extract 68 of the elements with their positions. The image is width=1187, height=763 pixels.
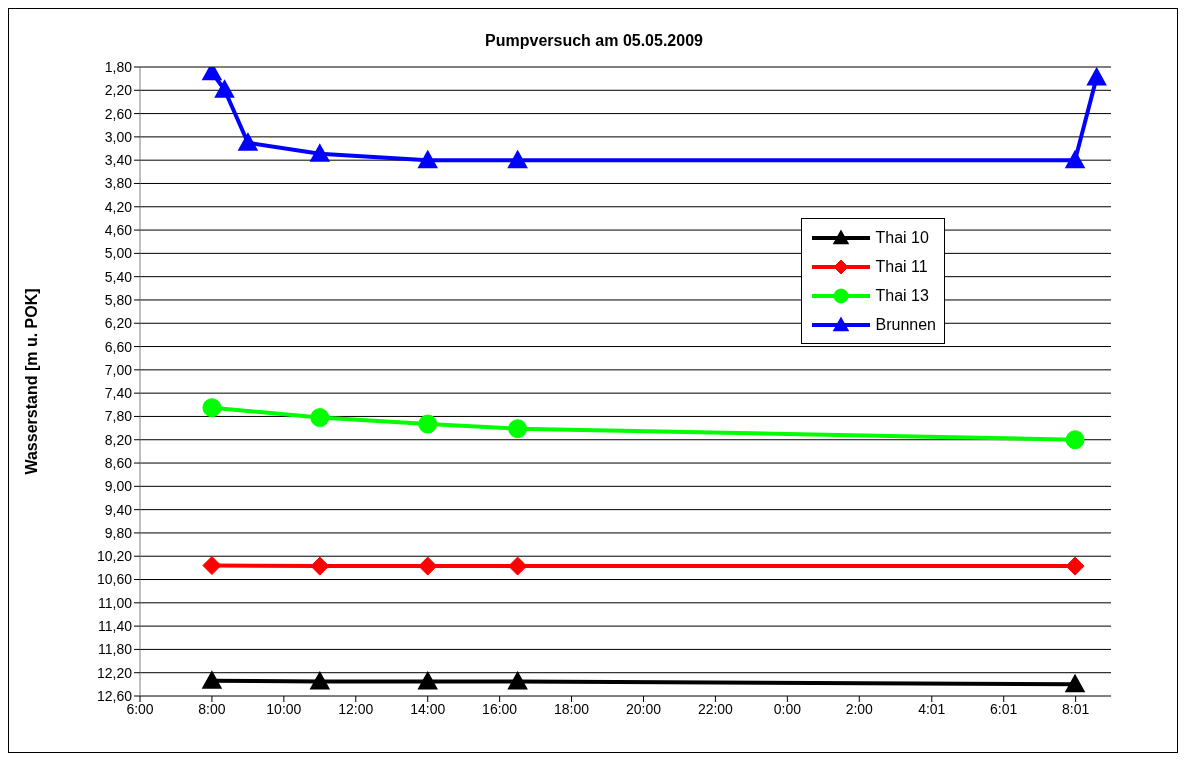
point xyxy=(1065,674,1085,693)
y-tick-label: 10,20 xyxy=(96,548,133,565)
y-tick-label: 3,40 xyxy=(104,152,133,169)
y-tick-label: 3,80 xyxy=(104,175,133,192)
y-tick-label: 11,40 xyxy=(98,618,133,635)
x-tick-label: 2:00 xyxy=(845,700,874,717)
y-tick-label: 5,80 xyxy=(104,291,133,308)
point xyxy=(508,419,528,439)
point xyxy=(1065,150,1085,169)
point xyxy=(214,79,235,98)
y-tick-label: 10,60 xyxy=(96,571,133,588)
y-tick-label: 7,80 xyxy=(104,408,133,425)
y-tick-label: 7,40 xyxy=(104,385,133,402)
point xyxy=(310,556,330,576)
y-tick-label: 12,20 xyxy=(96,664,133,681)
y-tick-label: 5,40 xyxy=(104,268,133,285)
x-tick-label: 4:01 xyxy=(918,700,946,717)
y-tick-label: 4,60 xyxy=(104,222,133,239)
point xyxy=(310,671,330,690)
x-tick-label: 8:01 xyxy=(1062,700,1090,717)
y-tick-label: 8,20 xyxy=(104,431,133,448)
point xyxy=(417,671,438,690)
x-tick-label: 12:00 xyxy=(338,700,374,717)
point xyxy=(1065,430,1085,450)
y-tick-label: 7,00 xyxy=(104,361,133,378)
point xyxy=(417,150,438,169)
point xyxy=(202,556,222,576)
x-tick-label: 0:00 xyxy=(773,700,802,717)
y-tick-label: 5,00 xyxy=(104,245,133,262)
legend-label: Thai 13 xyxy=(875,286,929,305)
y-tick-label: 9,00 xyxy=(104,478,133,495)
point xyxy=(310,144,330,162)
legend-label: Brunnen xyxy=(875,315,936,334)
x-tick-label: 18:00 xyxy=(554,700,590,717)
y-tick-label: 9,80 xyxy=(104,524,133,541)
chart-title: Pumpversuch am 05.05.2009 xyxy=(484,32,704,50)
x-tick-label: 22:00 xyxy=(697,700,734,717)
x-tick-label: 6:01 xyxy=(990,700,1018,717)
point xyxy=(310,408,330,428)
x-tick-label: 14:00 xyxy=(410,700,446,717)
y-axis-title: Wasserstand [m u. POK] xyxy=(22,288,40,475)
point xyxy=(202,398,222,418)
x-tick-label: 16:00 xyxy=(482,700,518,717)
point xyxy=(1065,556,1085,576)
y-tick-label: 11,00 xyxy=(98,594,133,611)
y-tick-label: 9,40 xyxy=(104,501,133,518)
legend-label: Thai 11 xyxy=(875,257,928,276)
y-tick-label: 6,60 xyxy=(104,338,133,355)
y-tick-label: 3,00 xyxy=(104,128,133,145)
point xyxy=(418,414,438,434)
y-tick-label: 11,80 xyxy=(98,641,133,658)
x-tick-label: 20:00 xyxy=(625,700,662,717)
y-tick-label: 6,20 xyxy=(104,315,133,332)
point xyxy=(202,671,222,689)
point xyxy=(508,556,528,576)
point xyxy=(238,132,258,151)
y-tick-label: 2,20 xyxy=(104,82,133,99)
point xyxy=(507,671,528,690)
y-tick-label: 2,60 xyxy=(104,105,133,122)
legend-label: Thai 10 xyxy=(875,228,929,247)
point xyxy=(418,556,438,576)
point xyxy=(507,150,528,169)
point xyxy=(1086,67,1107,86)
x-tick-label: 10:00 xyxy=(266,700,302,717)
x-tick-label: 8:00 xyxy=(198,700,226,717)
y-tick-label: 8,60 xyxy=(104,455,133,472)
y-tick-label: 4,20 xyxy=(104,198,133,215)
y-tick-label: 1,80 xyxy=(104,58,133,75)
